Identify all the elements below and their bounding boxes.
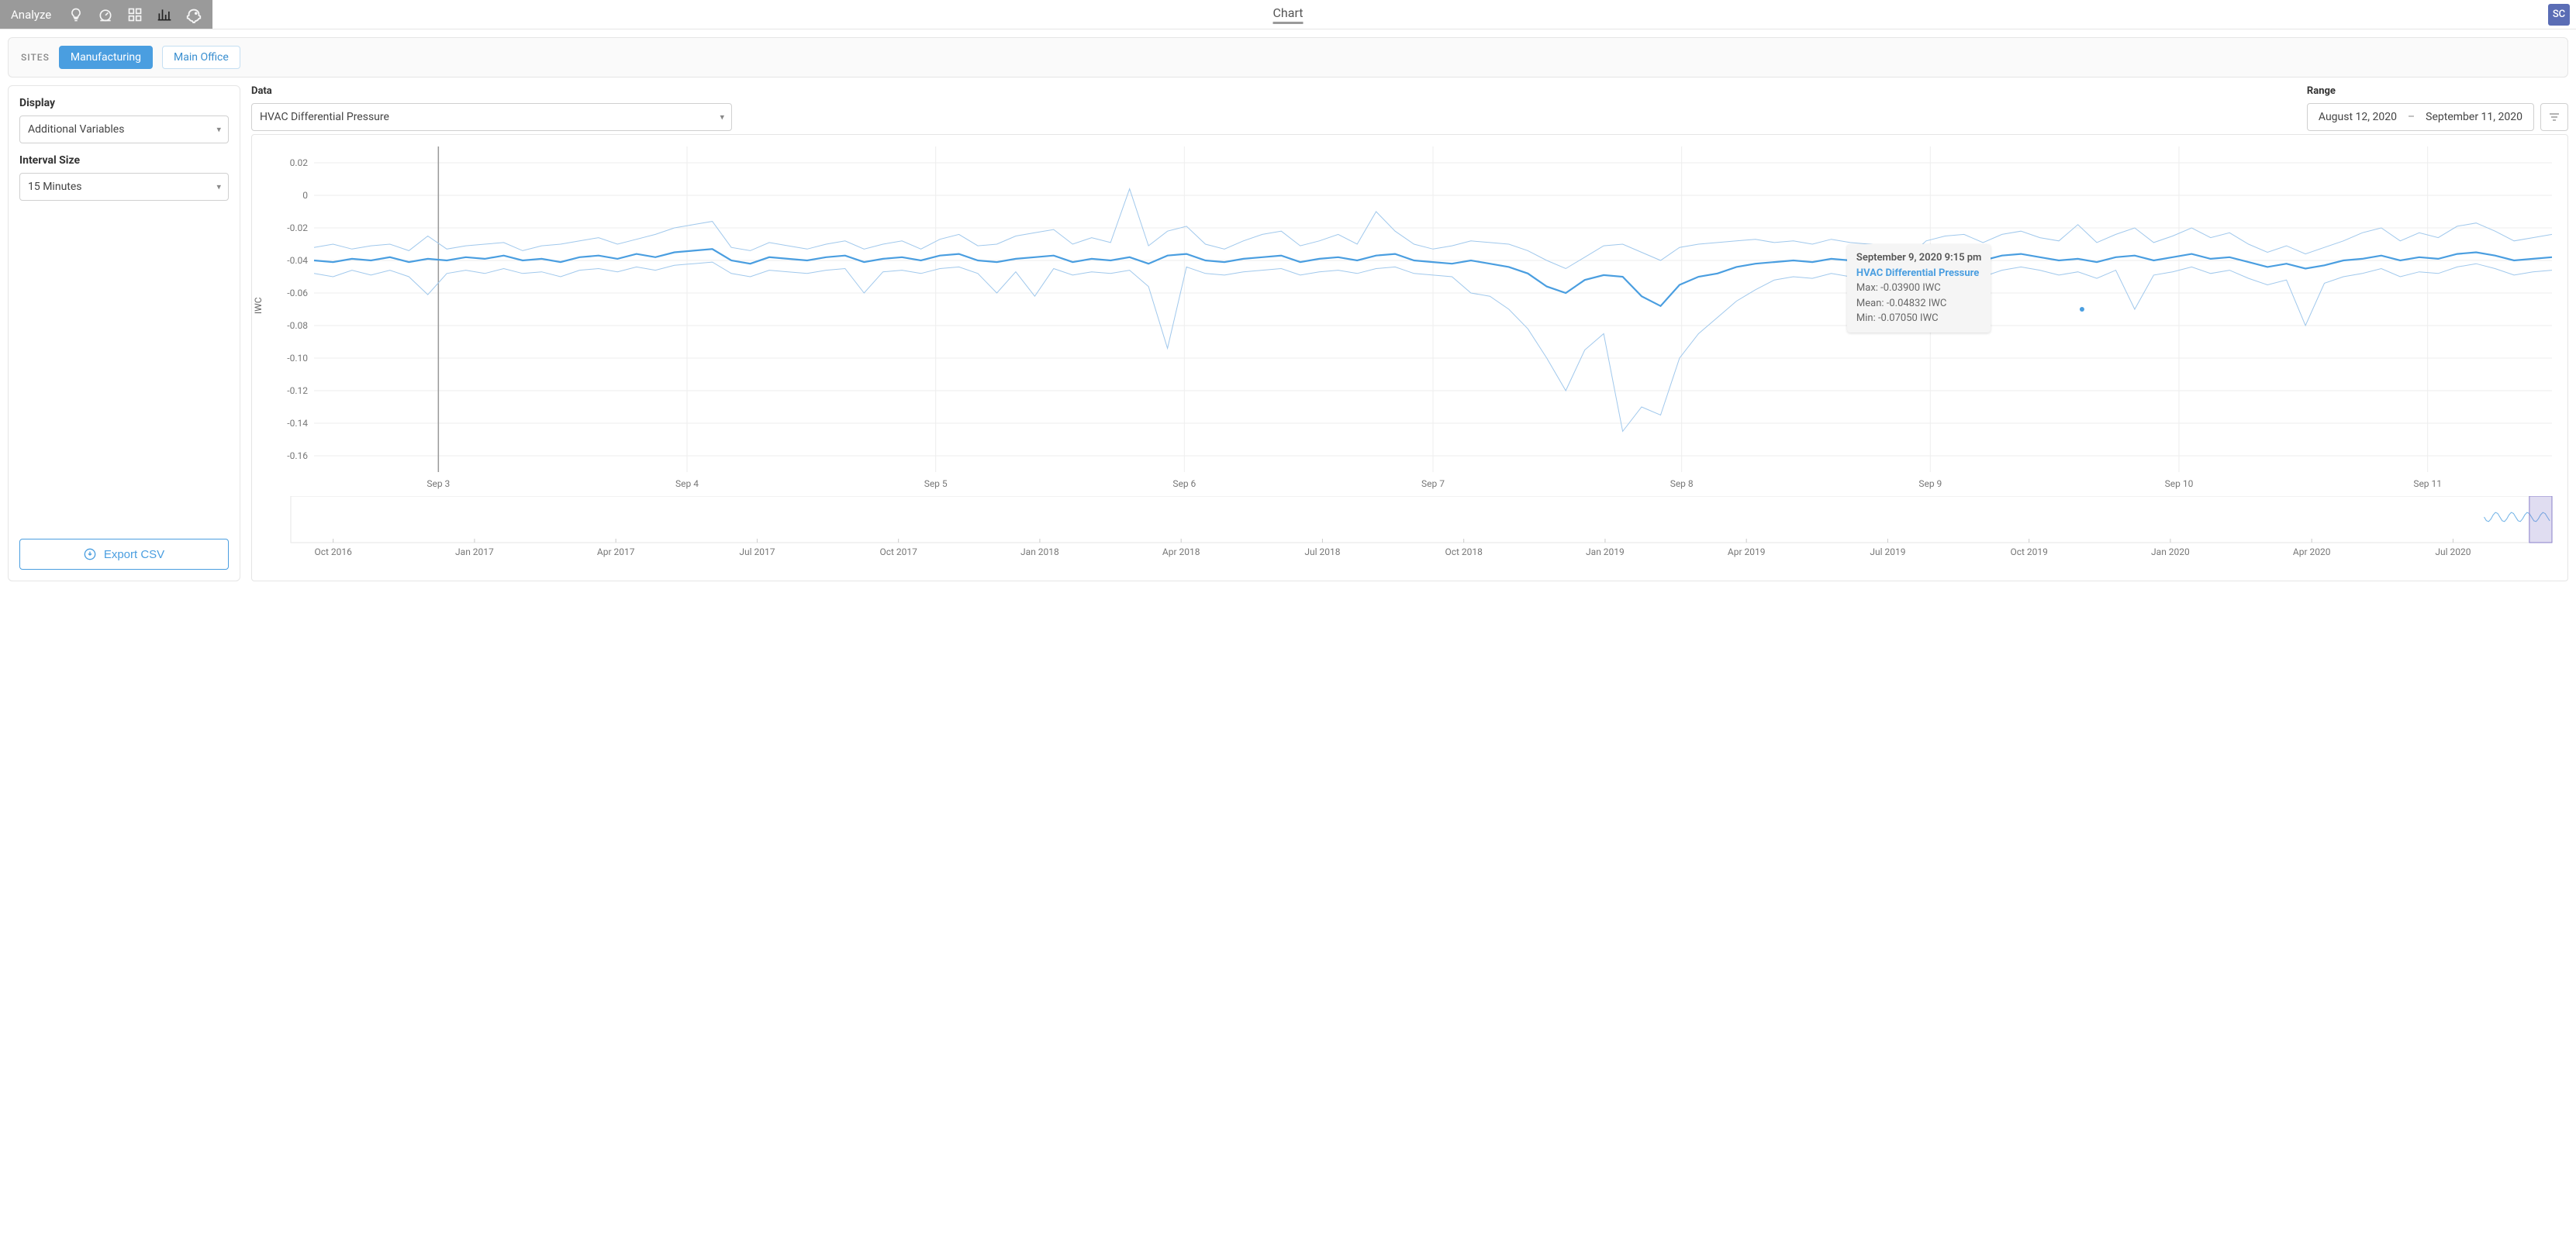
svg-text:Sep 3: Sep 3: [426, 478, 450, 489]
brush-timeline[interactable]: Oct 2016 Jan 2017 Apr 2017 Jul 2017 Oct 2017…: [275, 496, 2560, 558]
svg-text:Oct 2017: Oct 2017: [879, 546, 917, 557]
svg-text:Apr 2019: Apr 2019: [1728, 546, 1766, 557]
svg-text:Oct 2016: Oct 2016: [314, 546, 352, 557]
site-chip-manufacturing[interactable]: Manufacturing: [59, 46, 153, 69]
svg-text:Jul 2020: Jul 2020: [2435, 546, 2471, 557]
data-column: Data HVAC Differential Pressure: [251, 85, 732, 131]
content: Data HVAC Differential Pressure Range Au…: [251, 85, 2568, 581]
display-select-value: Additional Variables: [19, 115, 229, 143]
gauge-icon[interactable]: [96, 5, 115, 24]
tooltip-stat-max: Max: -0.03900 IWC: [1856, 281, 1981, 296]
range-from: August 12, 2020: [2319, 111, 2397, 123]
svg-text:Jan 2019: Jan 2019: [1586, 546, 1625, 557]
svg-text:Jul 2019: Jul 2019: [1870, 546, 1905, 557]
svg-text:Sep 9: Sep 9: [1918, 478, 1942, 489]
interval-select-value: 15 Minutes: [19, 173, 229, 201]
display-label: Display: [19, 97, 229, 109]
site-chip-main-office[interactable]: Main Office: [162, 46, 240, 69]
brush-svg: Oct 2016 Jan 2017 Apr 2017 Jul 2017 Oct 2017…: [275, 496, 2560, 558]
range-column: Range August 12, 2020 – September 11, 20…: [2307, 85, 2568, 131]
svg-text:-0.14: -0.14: [287, 418, 308, 429]
date-range-picker[interactable]: August 12, 2020 – September 11, 2020: [2307, 103, 2534, 131]
range-to: September 11, 2020: [2426, 111, 2522, 123]
interval-label: Interval Size: [19, 154, 229, 167]
piggy-icon[interactable]: [185, 5, 203, 24]
svg-text:Oct 2019: Oct 2019: [2010, 546, 2047, 557]
tooltip-stat-min: Min: -0.07050 IWC: [1856, 311, 1981, 326]
svg-text:-0.06: -0.06: [287, 288, 308, 298]
svg-text:Apr 2018: Apr 2018: [1162, 546, 1200, 557]
display-select[interactable]: Additional Variables: [19, 115, 229, 143]
tooltip-date: September 9, 2020 9:15 pm: [1856, 250, 1981, 266]
chart-svg: 0.02 0 -0.02 -0.04 -0.06 -0.08 -0.10 -0.12 -0.14…: [275, 143, 2560, 491]
svg-text:-0.16: -0.16: [287, 450, 308, 461]
page-title: Chart: [1273, 5, 1304, 24]
svg-text:-0.02: -0.02: [287, 222, 308, 233]
svg-text:-0.12: -0.12: [287, 385, 308, 396]
bulb-icon[interactable]: [67, 5, 85, 24]
download-icon: [84, 548, 96, 560]
svg-text:0: 0: [302, 190, 308, 201]
svg-text:Sep 6: Sep 6: [1172, 478, 1196, 489]
svg-text:0.02: 0.02: [290, 157, 309, 168]
barchart-icon[interactable]: [155, 5, 174, 24]
svg-text:Jan 2018: Jan 2018: [1020, 546, 1059, 557]
tooltip-stat-mean: Mean: -0.04832 IWC: [1856, 296, 1981, 312]
sites-bar: SITES Manufacturing Main Office: [8, 37, 2568, 78]
grid-icon[interactable]: [126, 5, 144, 24]
svg-text:-0.04: -0.04: [287, 255, 308, 266]
svg-text:Jan 2020: Jan 2020: [2151, 546, 2190, 557]
svg-text:Jul 2018: Jul 2018: [1304, 546, 1340, 557]
svg-text:Oct 2018: Oct 2018: [1445, 546, 1483, 557]
menu-icon: [2548, 111, 2560, 123]
chart-container: IWC 0.02 0 -0.02 -0.04 -0.06 -0.08 -0.10 -0.12 -…: [251, 134, 2568, 581]
tooltip-series: HVAC Differential Pressure: [1856, 266, 1981, 281]
topbar-left: Analyze: [0, 0, 212, 29]
main: Display Additional Variables Interval Si…: [0, 78, 2576, 589]
svg-text:Sep 11: Sep 11: [2413, 478, 2442, 489]
data-select[interactable]: HVAC Differential Pressure: [251, 103, 732, 131]
svg-text:Sep 7: Sep 7: [1421, 478, 1445, 489]
data-select-value: HVAC Differential Pressure: [251, 103, 732, 131]
svg-text:Apr 2020: Apr 2020: [2293, 546, 2331, 557]
svg-text:Sep 5: Sep 5: [924, 478, 948, 489]
topbar: Analyze Chart SC: [0, 0, 2576, 29]
svg-text:Sep 10: Sep 10: [2165, 478, 2194, 489]
chart-plot[interactable]: IWC 0.020-0.02-0.04-0.06-0.08-0.10-0.12-…: [275, 143, 2560, 491]
svg-text:-0.08: -0.08: [287, 320, 308, 331]
chart-menu-button[interactable]: [2540, 103, 2568, 131]
svg-text:Jan 2017: Jan 2017: [455, 546, 494, 557]
range-dash: –: [2408, 111, 2415, 123]
svg-text:Sep 4: Sep 4: [675, 478, 699, 489]
user-avatar[interactable]: SC: [2548, 4, 2570, 26]
sites-label: SITES: [21, 52, 50, 63]
sidebar: Display Additional Variables Interval Si…: [8, 85, 240, 581]
data-label: Data: [251, 85, 732, 97]
content-head: Data HVAC Differential Pressure Range Au…: [251, 85, 2568, 131]
export-csv-label: Export CSV: [104, 548, 164, 561]
svg-text:Jul 2017: Jul 2017: [739, 546, 775, 557]
analyze-label: Analyze: [11, 8, 51, 22]
interval-select[interactable]: 15 Minutes: [19, 173, 229, 201]
range-row: August 12, 2020 – September 11, 2020: [2307, 103, 2568, 131]
range-label: Range: [2307, 85, 2568, 97]
y-axis-title: IWC: [253, 297, 264, 314]
svg-text:Apr 2017: Apr 2017: [597, 546, 635, 557]
tooltip: September 9, 2020 9:15 pm HVAC Different…: [1847, 244, 1991, 333]
export-csv-button[interactable]: Export CSV: [19, 539, 229, 570]
svg-text:Sep 8: Sep 8: [1670, 478, 1694, 489]
svg-text:-0.10: -0.10: [287, 353, 308, 364]
